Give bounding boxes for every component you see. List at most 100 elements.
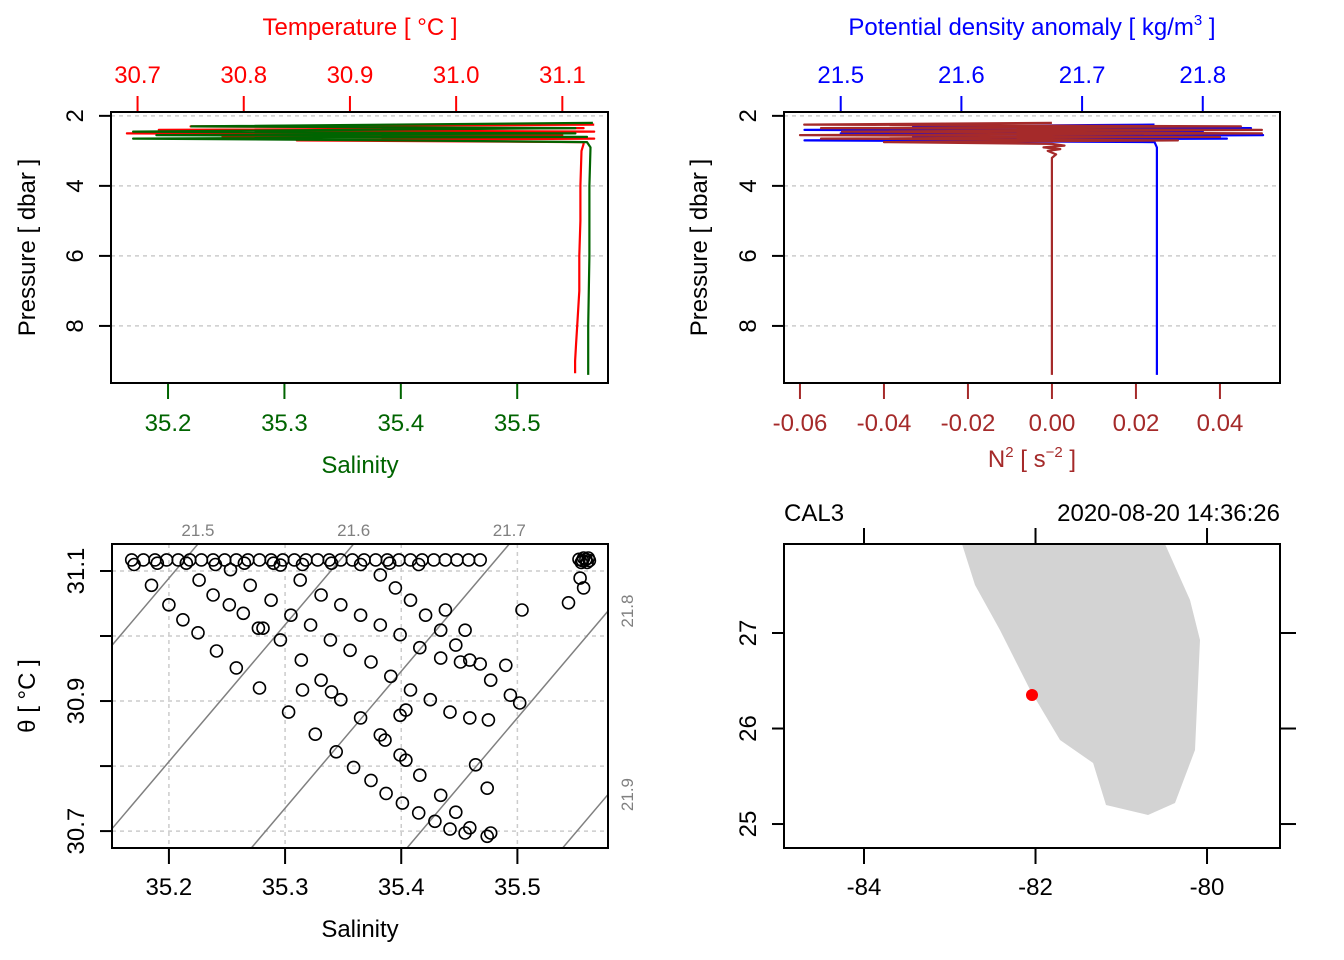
top-axis-tick-label: 31.0 (433, 62, 480, 89)
ts-data-point (395, 796, 410, 810)
bottom-axis-tick-label: -0.02 (941, 410, 996, 437)
salinity-tick-label: 35.2 (146, 874, 193, 901)
axis-label-superscript: −2 (1046, 444, 1063, 461)
ts-data-point (264, 593, 278, 608)
ts-data-point (462, 711, 477, 725)
ts-data-point (236, 606, 251, 621)
bottom-axis-tick-label: 35.5 (494, 410, 541, 437)
isopycnal-line (250, 544, 510, 848)
ts-data-point (481, 713, 496, 727)
ts-data-point (473, 553, 488, 567)
salinity-tick-label: 35.4 (378, 874, 425, 901)
ts-data-point (448, 805, 463, 820)
ts-data-point (191, 625, 205, 640)
ts-data-point (576, 581, 591, 595)
pressure-tick-label: 6 (735, 249, 762, 262)
top-axis-tick-label: 21.5 (817, 62, 864, 89)
ts-data-point (388, 581, 403, 595)
pressure-axis-title: Pressure [ dbar ] (686, 159, 713, 336)
top-axis-tick-label: 30.8 (220, 62, 267, 89)
latitude-tick-label: 27 (735, 620, 762, 647)
ts-plot-frame (111, 543, 609, 849)
top-axis-tick-label: 30.7 (114, 62, 161, 89)
bottom-variable-profile-line (798, 121, 1263, 375)
ts-data-point (150, 556, 165, 571)
ts-theta-axis-title: θ [ °C ] (14, 659, 41, 733)
ts-data-point (144, 578, 159, 593)
isopycnal-label: 21.9 (618, 778, 637, 811)
ts-data-point (273, 633, 288, 647)
ts-data-point (453, 655, 468, 669)
ts-data-point (208, 557, 223, 572)
axis-label-part: N (988, 446, 1005, 473)
axis-label-superscript: 2 (1005, 444, 1013, 461)
ts-data-point (206, 588, 220, 602)
latitude-tick-label: 25 (735, 811, 762, 838)
ts-data-point (573, 571, 587, 585)
ts-data-point (176, 612, 190, 627)
ts-data-point (403, 683, 418, 697)
salinity-tick-label: 35.3 (262, 874, 309, 901)
ts-data-point (323, 633, 338, 647)
isopycnal-line (562, 793, 608, 848)
bottom-axis-tick-label: 35.4 (377, 410, 424, 437)
bottom-variable-profile-line (132, 121, 593, 375)
ts-data-point (580, 555, 594, 570)
ts-data-point (412, 768, 427, 783)
ts-data-point (353, 711, 368, 725)
ts-data-point (364, 773, 378, 788)
ts-data-point (373, 618, 388, 632)
ts-data-point (483, 673, 498, 688)
ts-data-point (458, 623, 472, 638)
ts-data-point (433, 623, 448, 638)
bottom-axis-tick-label: -0.06 (773, 410, 828, 437)
ts-data-point (310, 553, 325, 567)
ts-data-point (515, 603, 529, 617)
ts-data-point (222, 597, 237, 612)
bottom-axis-tick-label: 0.02 (1113, 410, 1160, 437)
ts-data-point (411, 806, 426, 820)
ts-data-point (428, 814, 442, 829)
ts-data-point (243, 578, 257, 593)
pressure-tick-label: 2 (735, 109, 762, 122)
ts-data-point (443, 705, 457, 719)
florida-land-polygon (962, 544, 1200, 815)
pressure-axis-title: Pressure [ dbar ] (14, 159, 41, 336)
station-location-marker (1026, 688, 1038, 701)
ts-data-point (251, 621, 266, 636)
pressure-tick-label: 4 (62, 179, 89, 192)
isopycnal-label: 21.7 (493, 521, 526, 540)
temperature-axis-title: Temperature [ °C ] (263, 14, 458, 41)
pressure-tick-label: 4 (735, 179, 762, 192)
ts-data-point (561, 595, 576, 610)
ts-data-point (353, 608, 368, 623)
ts-data-point (368, 553, 383, 567)
isopycnal-line (112, 544, 199, 647)
ts-data-point (252, 681, 267, 695)
top-axis-tick-label: 30.9 (327, 62, 374, 89)
ts-data-point (462, 653, 477, 667)
longitude-tick-label: -82 (1018, 874, 1053, 901)
ts-data-point (241, 553, 255, 567)
axis-label-part: [ s (1014, 446, 1046, 473)
isopycnal-label: 21.5 (181, 521, 214, 540)
ts-data-point (229, 661, 244, 675)
ts-data-point (281, 705, 296, 719)
isopycnal-line (406, 609, 608, 848)
theta-tick-label: 30.7 (63, 808, 90, 855)
ts-data-point (127, 557, 141, 572)
top-axis-tick-label: 21.8 (1179, 62, 1226, 89)
map-frame (783, 543, 1281, 849)
ts-data-point (284, 608, 298, 623)
top-variable-profile-line (125, 123, 596, 374)
bottom-axis-tick-label: 35.2 (145, 410, 192, 437)
ts-data-point (399, 753, 413, 768)
ts-data-point (468, 757, 483, 772)
ts-data-point (314, 588, 328, 602)
ts-data-point (136, 553, 151, 567)
ts-data-point (480, 829, 495, 844)
pressure-tick-label: 8 (735, 319, 762, 332)
ts-data-point (393, 708, 407, 723)
ts-data-point (480, 781, 495, 796)
ts-data-point (295, 683, 310, 697)
